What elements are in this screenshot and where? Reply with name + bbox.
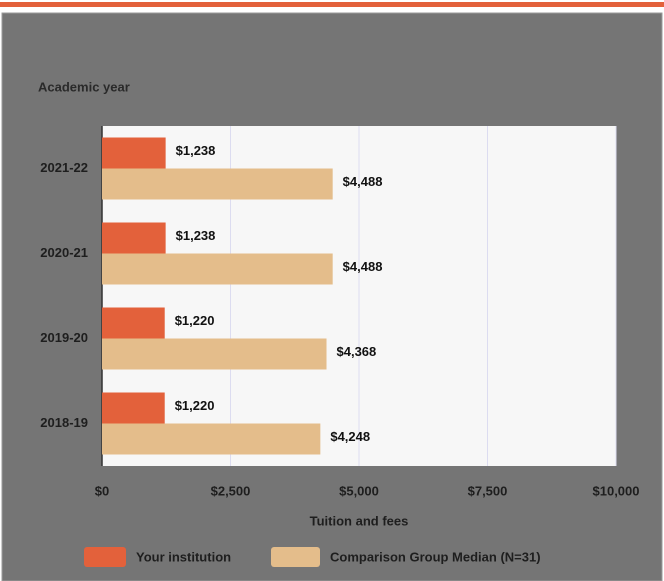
bar [102,423,321,455]
legend-swatch [84,547,126,567]
value-label: $4,248 [330,429,370,444]
bar [102,168,333,200]
value-label: $1,238 [176,143,216,158]
bar [102,307,165,339]
y-tick-label: 2020-21 [40,245,88,260]
bar [102,253,333,285]
bar [102,137,166,169]
x-tick-label: $5,000 [339,483,379,498]
y-tick-label: 2018-19 [40,415,88,430]
y-axis-title: Academic year [38,79,130,94]
x-axis-title: Tuition and fees [310,513,409,528]
bar [102,392,165,424]
top-bar [0,2,664,7]
value-label: $4,488 [343,174,383,189]
y-tick-label: 2021-22 [40,160,88,175]
x-tick-label: $2,500 [211,483,251,498]
value-label: $1,220 [175,398,215,413]
value-label: $4,488 [343,259,383,274]
y-tick-label: 2019-20 [40,330,88,345]
legend-label: Comparison Group Median (N=31) [330,549,541,564]
value-label: $1,238 [176,228,216,243]
x-tick-label: $7,500 [468,483,508,498]
bar [102,338,327,370]
x-tick-label: $0 [95,483,109,498]
legend-label: Your institution [136,549,231,564]
bar [102,222,166,254]
x-tick-label: $10,000 [593,483,640,498]
value-label: $4,368 [337,344,377,359]
legend-swatch [271,547,320,567]
value-label: $1,220 [175,313,215,328]
